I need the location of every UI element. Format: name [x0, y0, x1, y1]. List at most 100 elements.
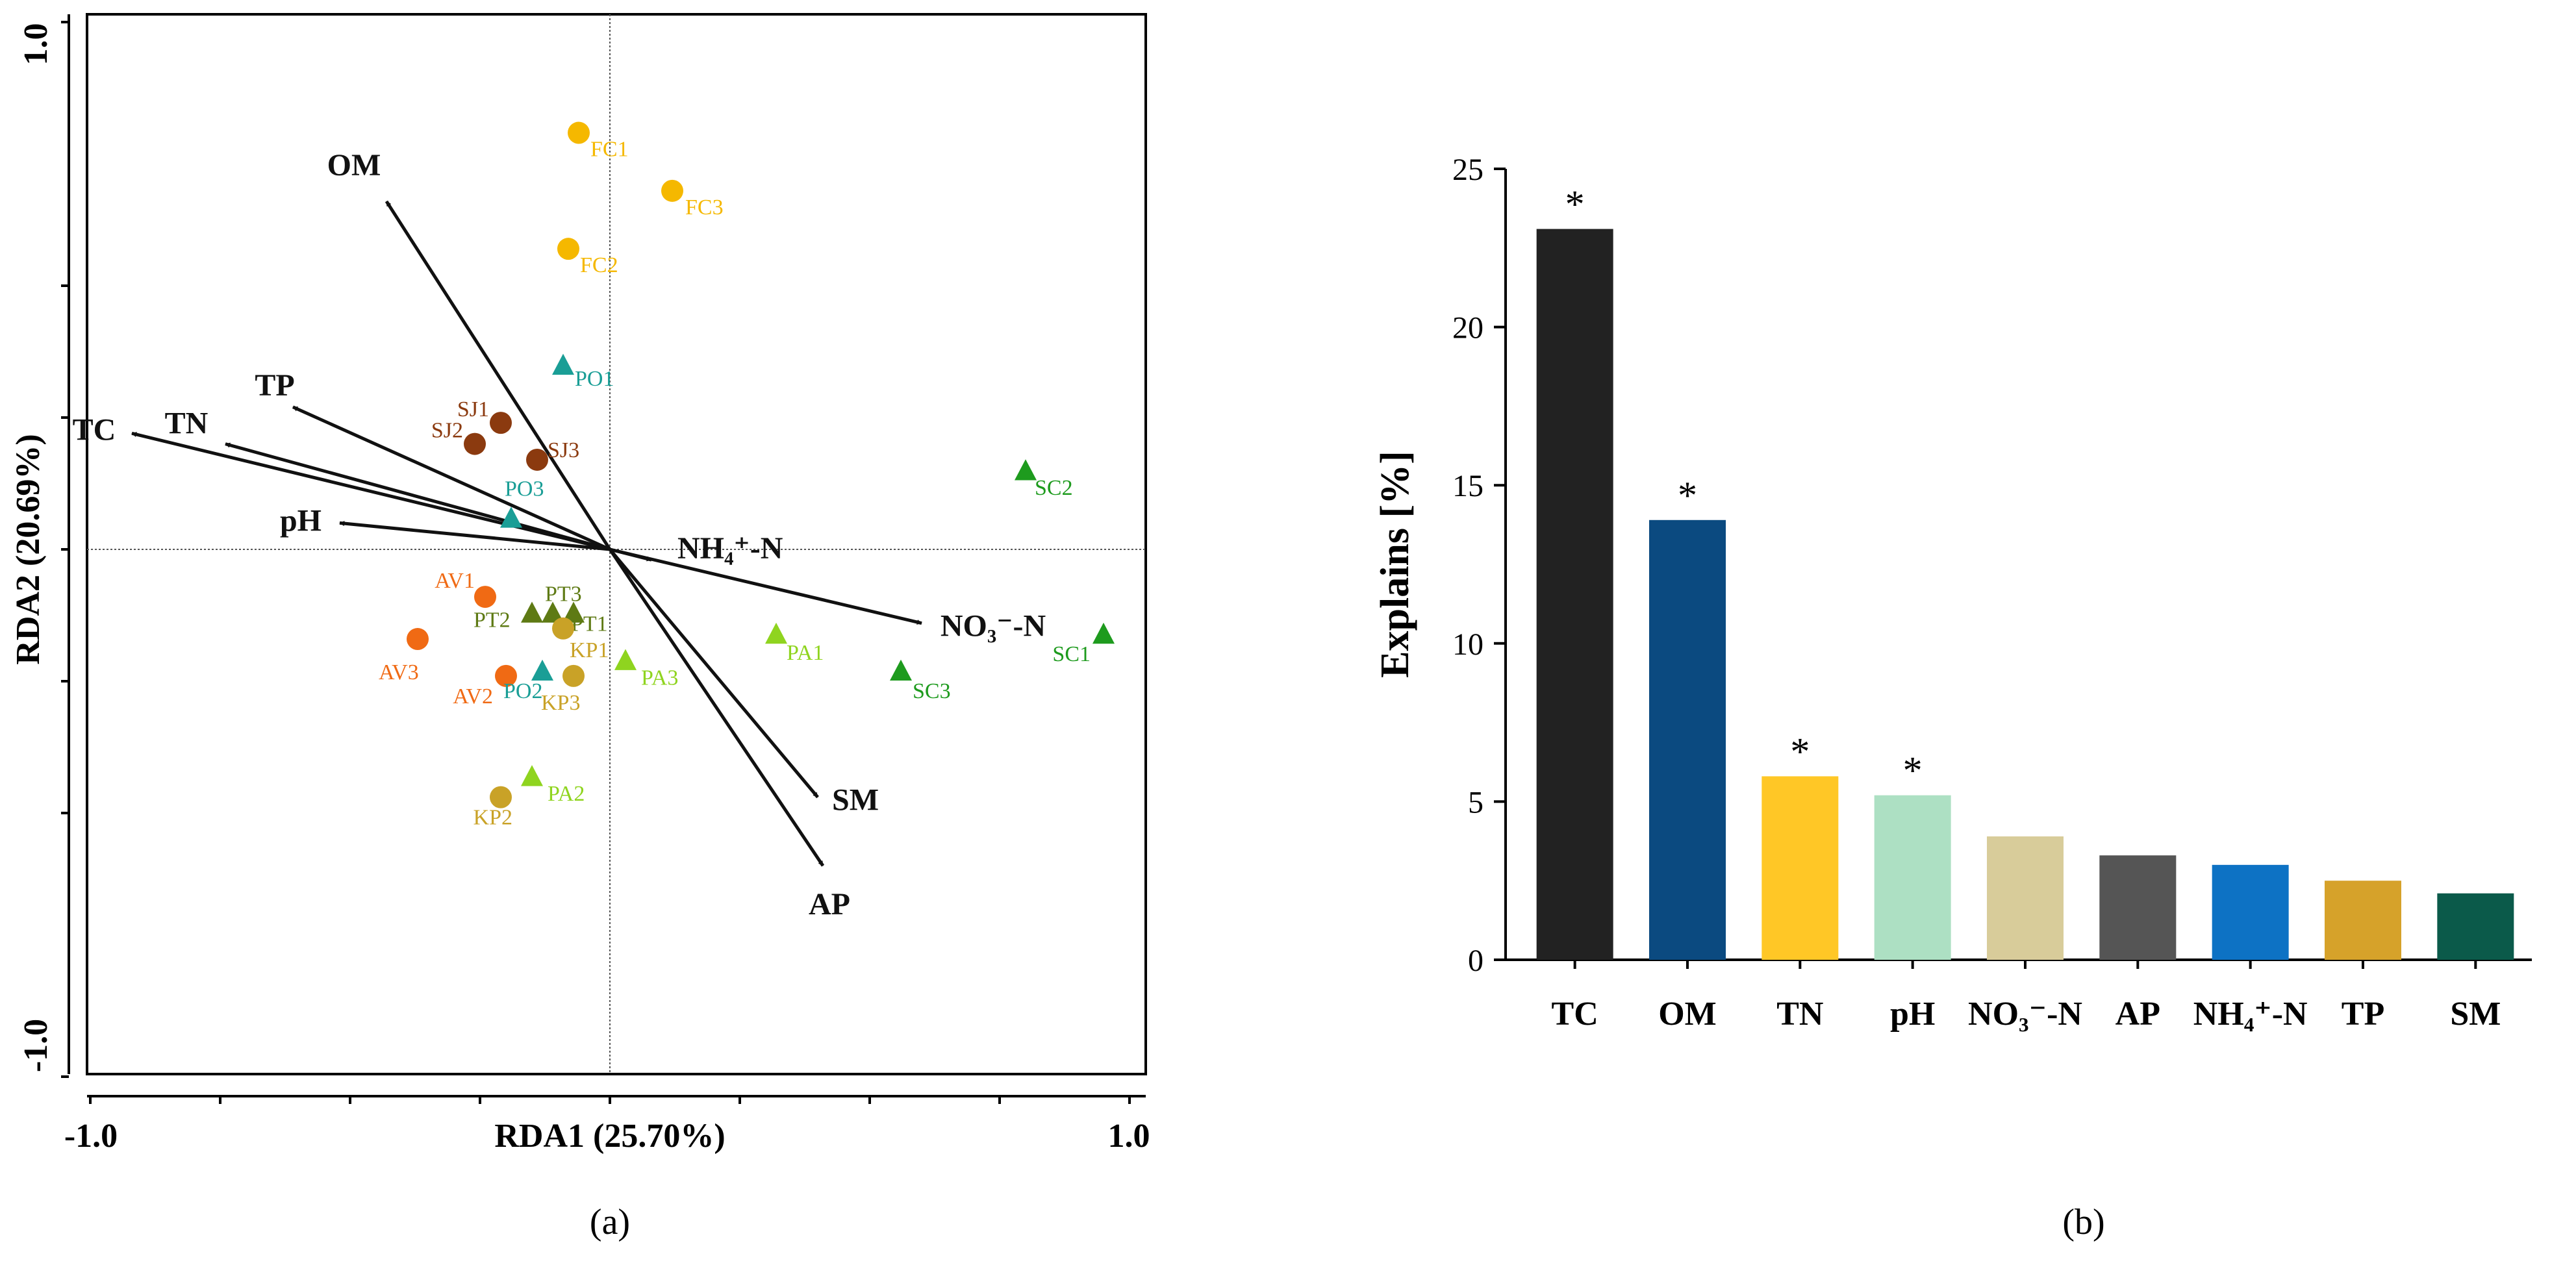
bar-y-tick-label: 20: [1452, 311, 1484, 345]
point-sj2: [464, 432, 486, 455]
point-pa1: [765, 622, 787, 644]
bar-sm: [2437, 893, 2514, 960]
point-label-sc2: SC2: [1035, 476, 1073, 500]
point-label-av2: AV2: [453, 684, 493, 708]
point-label-pa2: PA2: [548, 782, 585, 806]
point-sj3: [526, 448, 548, 471]
point-sc3: [890, 659, 912, 681]
vector-label-nh-n: NH₄⁺-N: [677, 531, 783, 566]
point-label-sj3: SJ3: [548, 438, 579, 462]
vector-arrow-tp: [292, 405, 611, 551]
point-label-fc2: FC2: [580, 253, 618, 277]
vector-label-tc: TC: [73, 412, 116, 447]
significance-marker-ph: *: [1903, 749, 1923, 792]
panel-b-label: (b): [2062, 1202, 2104, 1242]
x-tick-label-left: -1.0: [64, 1118, 118, 1155]
point-fc2: [557, 238, 579, 260]
bar-tc: [1536, 229, 1613, 960]
bar-category-label-om: OM: [1658, 996, 1717, 1033]
point-label-pa1: PA1: [787, 641, 824, 665]
point-po2: [531, 659, 553, 681]
y-axis-title: RDA2 (20.69%): [10, 434, 47, 664]
point-label-kp3: KP3: [541, 691, 580, 715]
point-fc1: [568, 121, 590, 144]
bar-category-label-tp: TP: [2342, 996, 2384, 1033]
vector-label-ap: AP: [809, 887, 850, 921]
point-sj1: [490, 412, 512, 434]
point-av1: [474, 586, 496, 608]
x-axis-ticks: [89, 1096, 1131, 1104]
point-sc1: [1092, 622, 1115, 644]
point-label-pa3: PA3: [641, 666, 678, 690]
point-label-sc3: SC3: [913, 679, 951, 703]
x-tick-label-right: 1.0: [1108, 1118, 1150, 1155]
bar-category-label-nh-n: NH₄⁺-N: [2193, 996, 2308, 1033]
point-sc2: [1015, 459, 1037, 481]
vector-label-om: OM: [327, 148, 381, 182]
point-kp1: [552, 617, 574, 640]
x-axis-title: RDA1 (25.70%): [494, 1118, 725, 1155]
point-kp2: [490, 786, 512, 808]
panel-a-label: (a): [590, 1202, 630, 1242]
point-label-fc1: FC1: [590, 138, 629, 162]
bar-ap: [2099, 855, 2177, 960]
point-label-sc1: SC1: [1052, 642, 1091, 666]
bar-category-label-tn: TN: [1776, 996, 1823, 1033]
vector-label-tn: TN: [165, 407, 208, 441]
bar-om: [1649, 520, 1726, 960]
point-label-po2: PO2: [503, 679, 542, 703]
significance-marker-om: *: [1678, 474, 1697, 517]
point-av3: [407, 628, 429, 651]
vector-arrow-ph: [339, 521, 611, 551]
bar-y-axis-title: Explains [%]: [1373, 451, 1417, 678]
vector-label-sm: SM: [832, 783, 879, 818]
point-label-pt2: PT2: [474, 608, 511, 632]
rda-biplot: 1.0 -1.0 -1.0 1.0 RDA1 (25.70%) RDA2 (20…: [10, 13, 1150, 1242]
significance-marker-tn: *: [1790, 730, 1810, 773]
point-label-po3: PO3: [505, 477, 544, 501]
point-pt2: [521, 601, 543, 623]
explains-bar-chart: 0 5 10 15 20 25 TC * OM * TN * pH * NO₃⁻-N AP NH₄⁺-N TP S…: [1373, 153, 2532, 1242]
vector-label-no-n: NO₃⁻-N: [941, 609, 1046, 644]
point-po1: [552, 353, 574, 375]
point-fc3: [661, 179, 683, 202]
vector-arrow-tc: [131, 431, 611, 551]
point-po3: [500, 507, 522, 528]
y-axis-ticks: [61, 21, 69, 1078]
bar-category-label-no-n: NO₃⁻-N: [1968, 996, 2082, 1033]
vector-arrow-sm: [609, 548, 819, 799]
y-tick-label-top: 1.0: [18, 23, 55, 66]
point-label-fc3: FC3: [685, 195, 724, 219]
point-pa2: [521, 765, 543, 786]
bar-y-axis-ticks: 0 5 10 15 20 25: [1452, 153, 1506, 978]
point-pt1: [562, 601, 585, 623]
vector-arrow-no-n: [609, 547, 922, 625]
point-av2: [495, 664, 517, 687]
point-label-pt1: PT1: [571, 612, 608, 636]
bar-y-tick-label: 15: [1452, 469, 1484, 503]
bar-y-tick-label: 25: [1452, 153, 1484, 187]
environment-vectors: OM TP TN TC pH NH₄⁺-N NO₃⁻-N SM AP: [73, 148, 1046, 921]
bar-category-label-tc: TC: [1552, 996, 1598, 1033]
vector-label-tp: TP: [255, 368, 294, 403]
bar-no-n: [1987, 836, 2064, 960]
plot-frame: [86, 13, 1147, 1075]
point-label-sj2: SJ2: [431, 419, 463, 443]
vector-arrow-ap: [608, 548, 825, 867]
vector-arrow-om: [385, 200, 612, 551]
point-label-av1: AV1: [435, 569, 475, 593]
y-tick-label-bottom: -1.0: [18, 1019, 55, 1072]
bar-category-label-sm: SM: [2450, 996, 2501, 1033]
bar-nh-n: [2212, 864, 2289, 960]
point-label-av3: AV3: [379, 660, 419, 684]
bar-y-tick-label: 10: [1452, 627, 1484, 662]
bar-ph: [1874, 795, 1951, 960]
bar-y-tick-label: 0: [1468, 944, 1484, 978]
bar-category-label-ap: AP: [2115, 996, 2160, 1033]
point-label-kp1: KP1: [570, 638, 609, 662]
bar-y-tick-label: 5: [1468, 785, 1484, 820]
point-kp3: [562, 664, 585, 687]
significance-marker-tc: *: [1565, 183, 1585, 226]
